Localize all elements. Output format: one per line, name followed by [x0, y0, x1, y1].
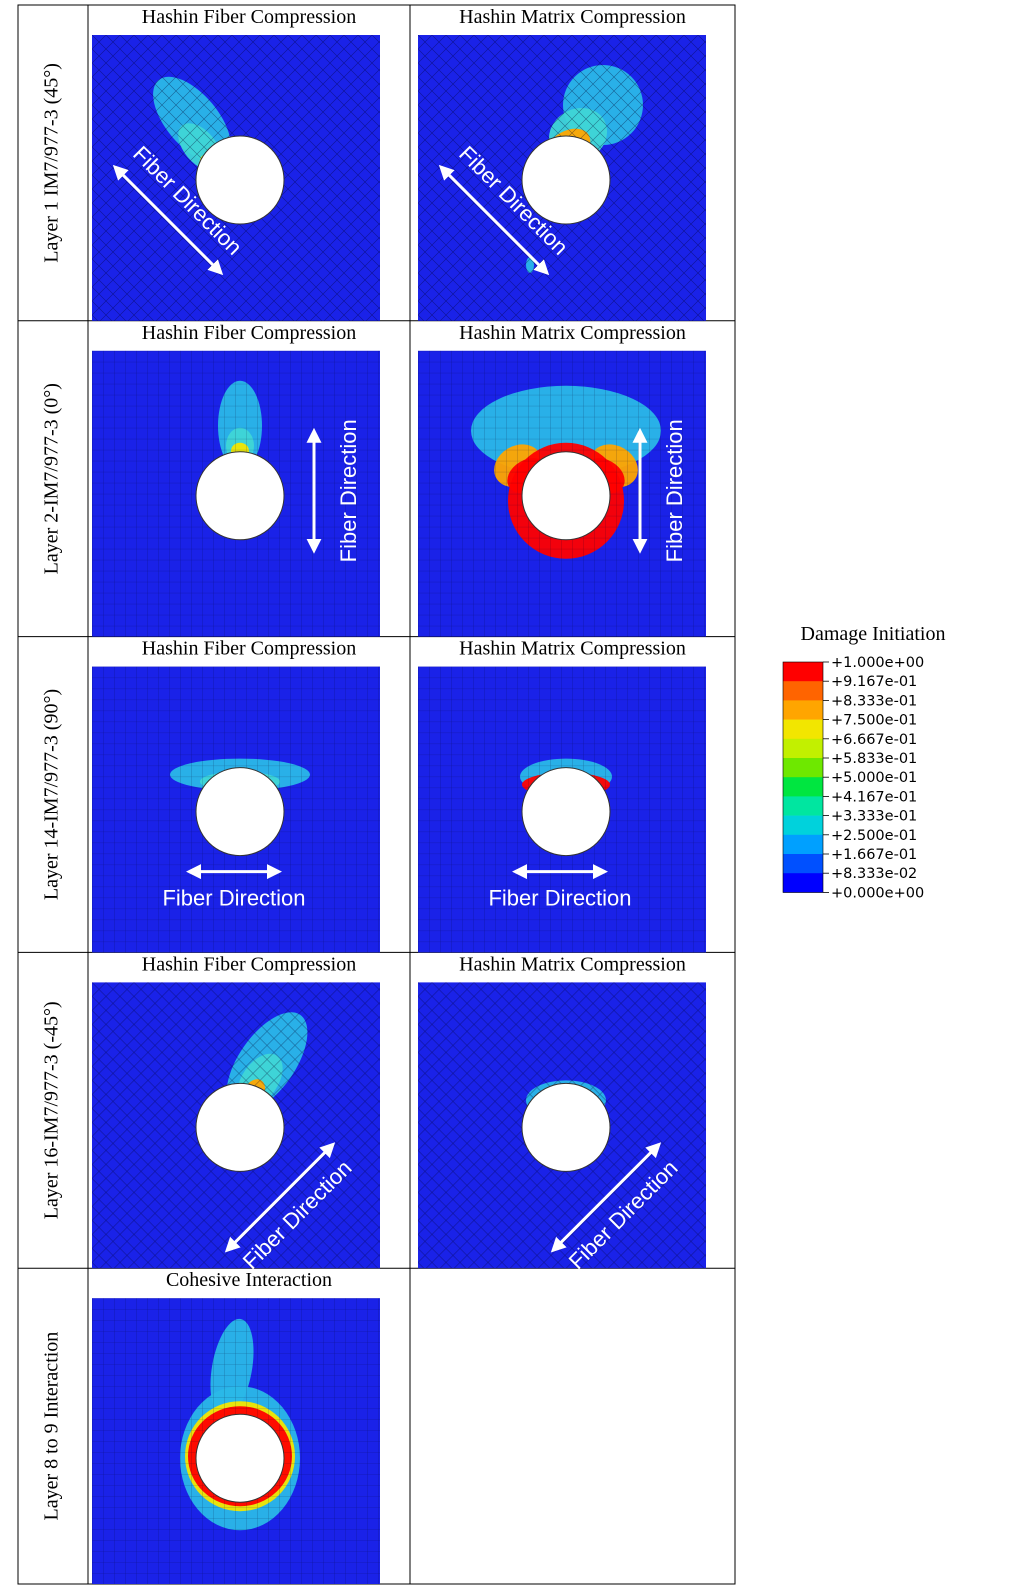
row-label: Layer 2-IM7/977-3 (0°) [41, 383, 63, 574]
legend-band [783, 662, 823, 682]
legend-label: +2.500e-01 [831, 828, 917, 844]
legend-band [783, 738, 823, 759]
panel-title: Hashin Fiber Compression [142, 322, 356, 344]
contour-plot: Fiber Direction [92, 350, 380, 637]
hole [195, 1413, 285, 1503]
panel-title: Cohesive Interaction [166, 1269, 332, 1291]
contour-plot: Fiber Direction [92, 35, 380, 321]
direction-label: Fiber Direction [336, 419, 361, 562]
legend-label: +8.333e-01 [831, 693, 917, 709]
legend-band [783, 681, 823, 701]
legend-band [783, 834, 823, 855]
legend-label: +3.333e-01 [831, 809, 917, 825]
row-label: Layer 8 to 9 Interaction [41, 1332, 63, 1521]
legend-label: +5.000e-01 [831, 770, 917, 786]
legend-band [783, 700, 823, 720]
panel-title: Hashin Fiber Compression [142, 953, 356, 975]
row-label: Layer 14-IM7/977-3 (90°) [41, 689, 63, 900]
contour-plot: Fiber Direction [92, 982, 380, 1274]
direction-arrow [224, 1142, 336, 1253]
legend-band [783, 758, 823, 778]
contour-plot: Fiber Direction [418, 982, 706, 1274]
hole [195, 451, 285, 541]
legend-label: +9.167e-01 [831, 674, 917, 690]
direction-label: Fiber Direction [162, 885, 305, 910]
contour-plot: Fiber Direction [418, 35, 706, 321]
panel-title: Hashin Matrix Compression [459, 953, 686, 975]
direction-label: Fiber Direction [662, 419, 687, 562]
legend-label: +1.667e-01 [831, 847, 917, 863]
direction-arrow [438, 164, 550, 276]
panel-title: Hashin Fiber Compression [142, 6, 356, 28]
legend-label: +8.333e-02 [831, 866, 917, 882]
legend-band [783, 796, 823, 816]
legend-band [783, 719, 823, 740]
hole [521, 767, 611, 857]
legend-label: +5.833e-01 [831, 751, 917, 767]
direction-label: Fiber Direction [488, 885, 631, 910]
legend-label: +6.667e-01 [831, 732, 917, 748]
panel-title: Hashin Matrix Compression [459, 322, 686, 344]
legend-band [783, 777, 823, 797]
panel-title: Hashin Matrix Compression [459, 6, 686, 28]
legend-label: +4.167e-01 [831, 789, 917, 805]
table-border [17, 4, 736, 1585]
legend-title: Damage Initiation [801, 623, 946, 645]
legend-label: +0.000e+00 [831, 885, 924, 901]
panel-title: Hashin Matrix Compression [459, 638, 686, 660]
contour-plot [92, 1298, 380, 1584]
direction-arrow [550, 1142, 662, 1253]
hole [521, 451, 611, 541]
row-label: Layer 16-IM7/977-3 (-45°) [41, 1001, 63, 1219]
hole [521, 1082, 611, 1172]
contour-plot: Fiber Direction [418, 350, 706, 637]
legend-band [783, 873, 823, 893]
legend-band [783, 854, 823, 874]
row-label: Layer 1 IM7/977-3 (45°) [41, 63, 63, 263]
contour-plot: Fiber Direction [92, 666, 380, 953]
panel-title: Hashin Fiber Compression [142, 638, 356, 660]
legend-band [783, 815, 823, 836]
legend-label: +7.500e-01 [831, 713, 917, 729]
hole [195, 1082, 285, 1172]
hole [195, 767, 285, 857]
direction-arrow [112, 164, 224, 276]
legend-label: +1.000e+00 [831, 655, 924, 671]
contour-plot: Fiber Direction [418, 666, 706, 953]
